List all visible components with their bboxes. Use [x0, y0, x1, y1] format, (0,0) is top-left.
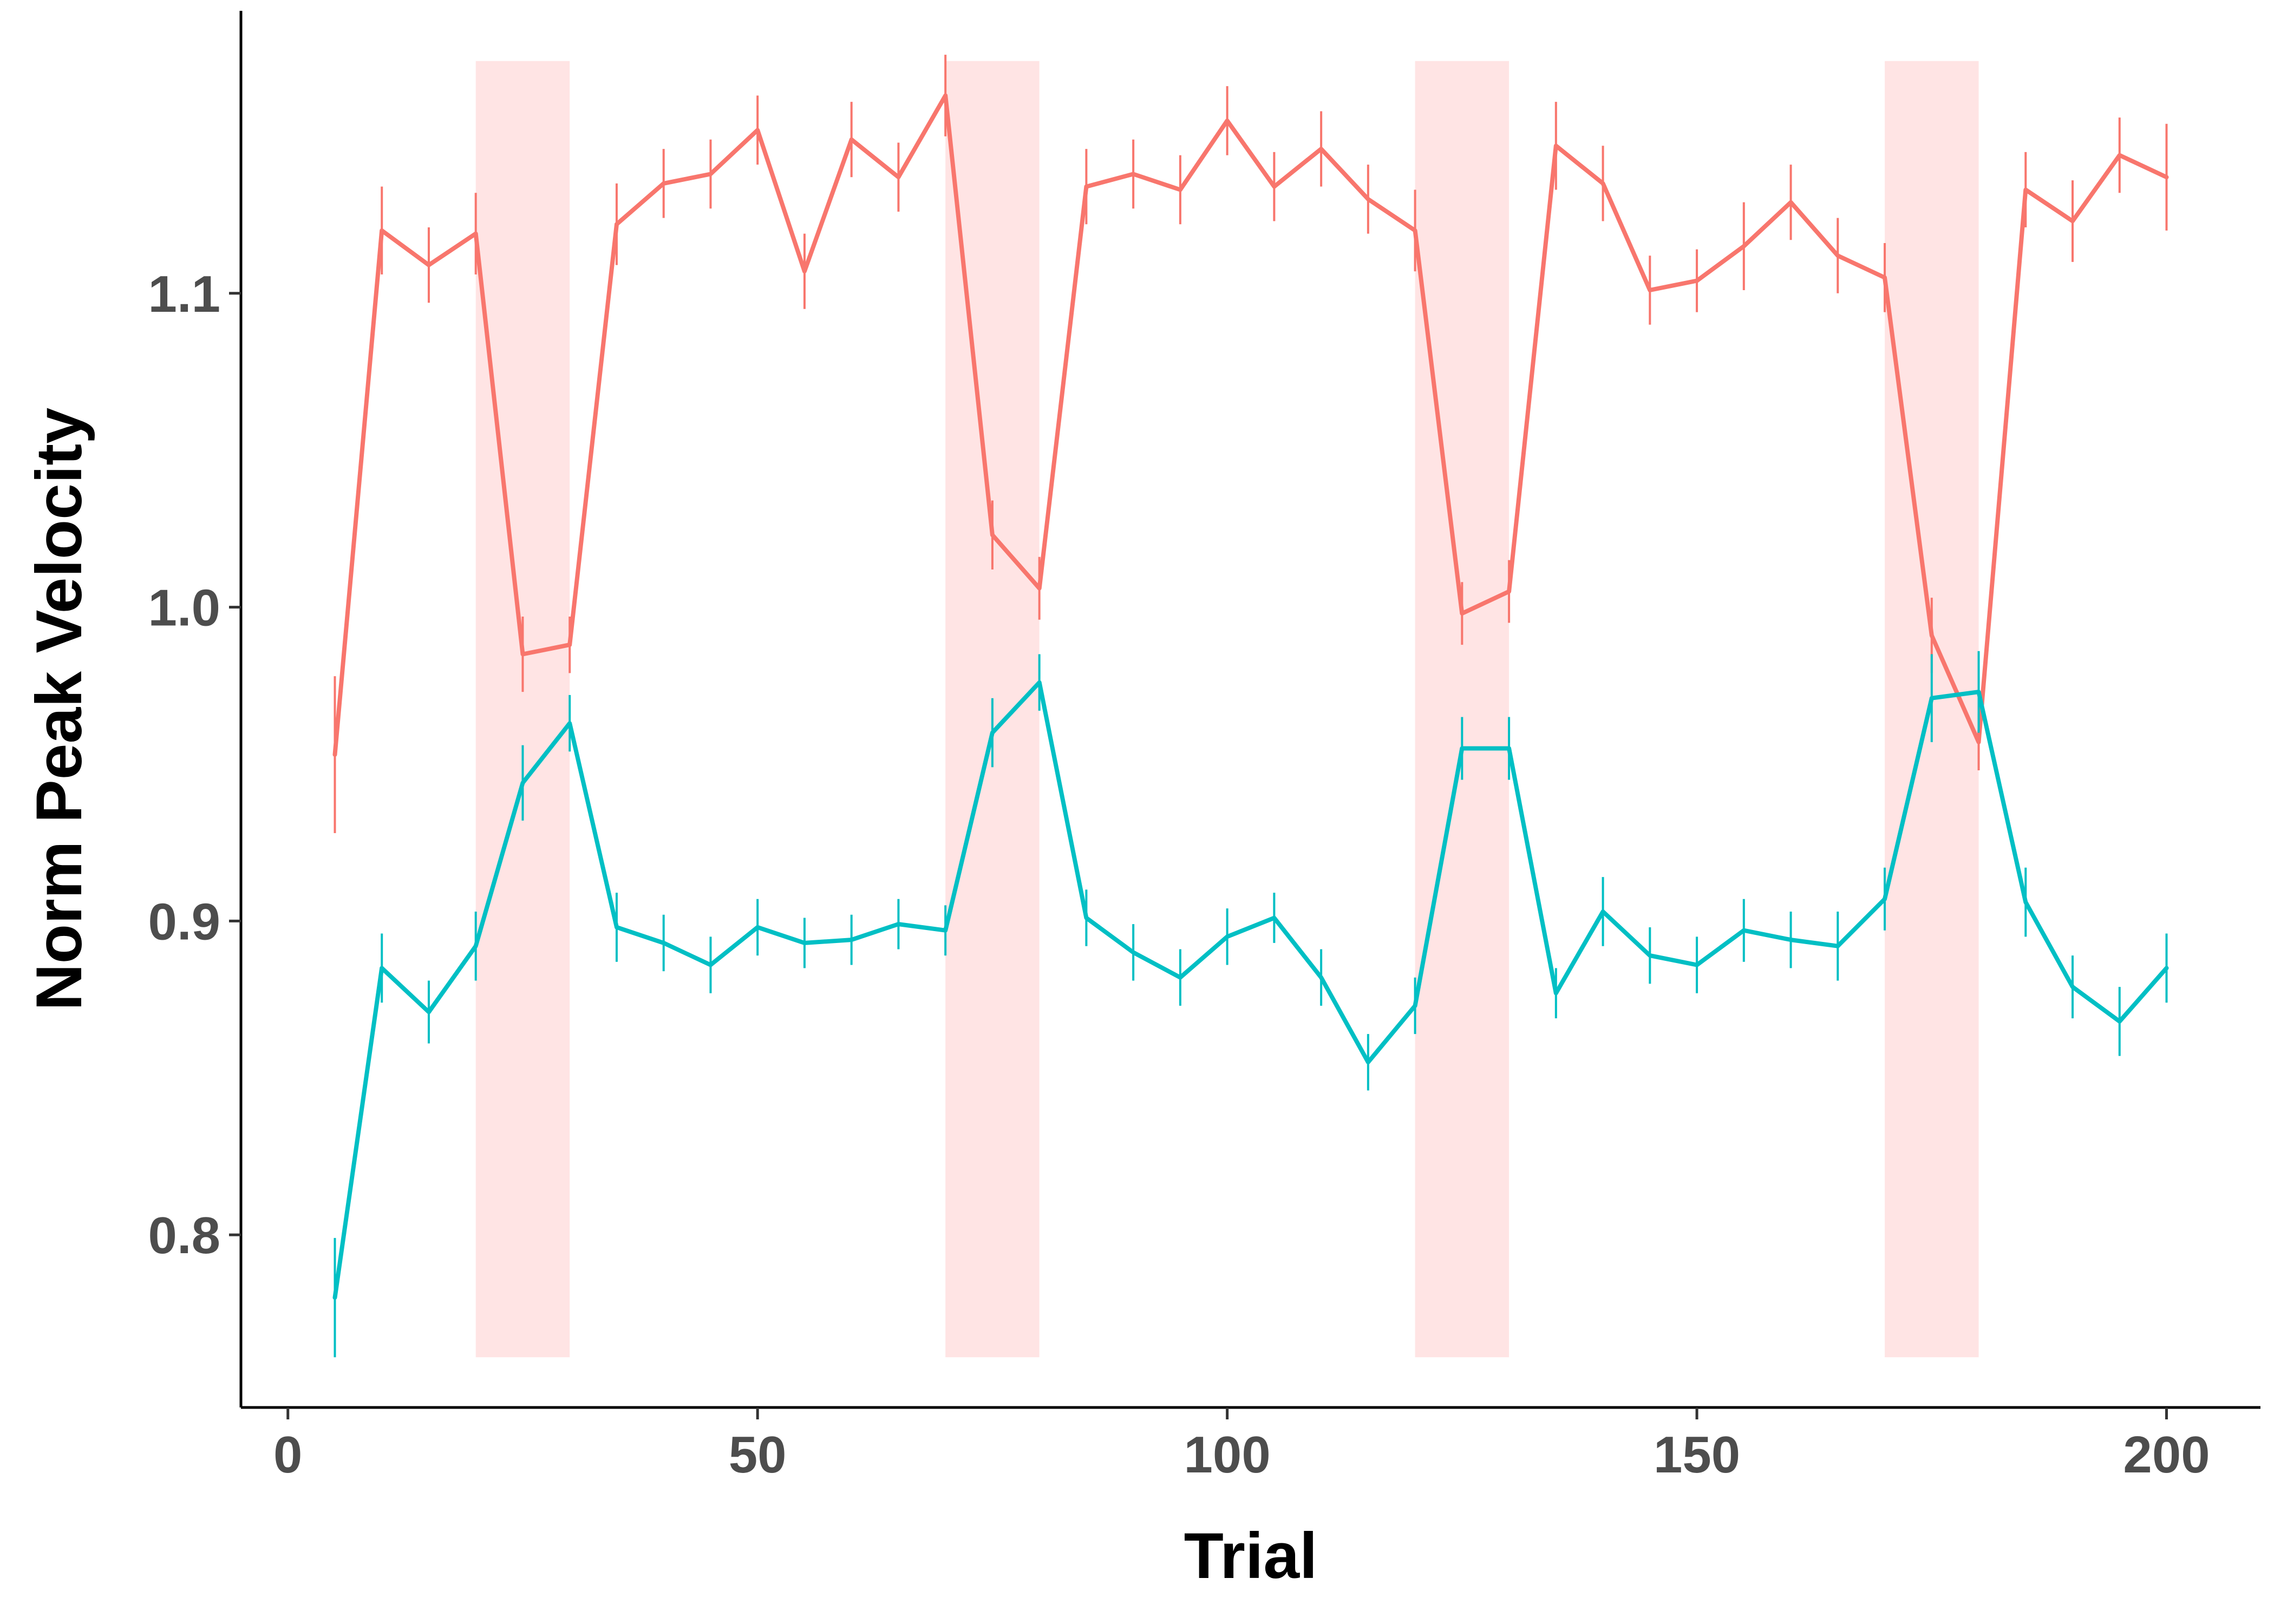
y-tick-label: 1.1	[148, 265, 220, 323]
x-axis-title: Trial	[1184, 1520, 1318, 1592]
x-tick-label: 200	[2123, 1426, 2210, 1484]
y-tick-label: 0.8	[148, 1207, 220, 1265]
y-tick-label: 1.0	[148, 579, 220, 637]
x-tick-label: 100	[1184, 1426, 1271, 1484]
series-1	[332, 55, 2169, 834]
y-axis-title: Norm Peak Velocity	[23, 408, 95, 1011]
y-axis-ticks: 0.8 0.9 1.0 1.1	[148, 265, 241, 1265]
x-tick-label: 50	[729, 1426, 787, 1484]
shaded-region-1	[475, 61, 570, 1358]
series-2	[332, 651, 2169, 1358]
shaded-regions	[475, 61, 1979, 1358]
shaded-region-3	[1415, 61, 1510, 1358]
x-tick-label: 150	[1654, 1426, 1740, 1484]
series-layer	[332, 55, 2169, 1358]
x-axis-ticks: 0 50 100 150 200	[273, 1407, 2210, 1484]
series-line	[332, 93, 2169, 757]
y-tick-label: 0.9	[148, 893, 220, 951]
series-line	[332, 680, 2169, 1300]
x-tick-label: 0	[273, 1426, 302, 1484]
